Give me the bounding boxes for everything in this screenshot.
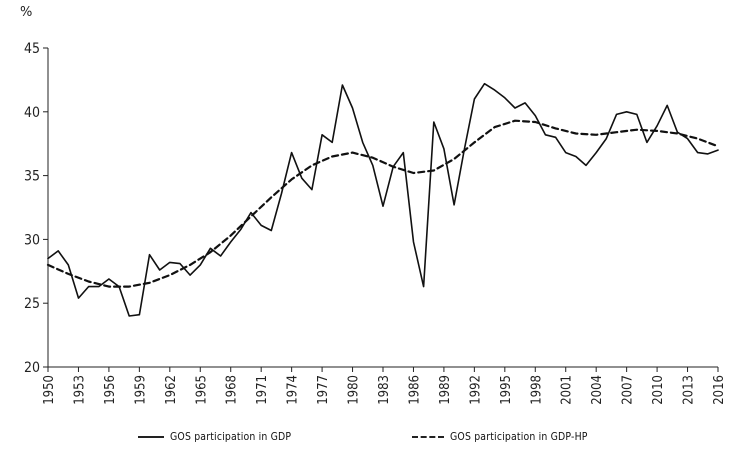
x-tick-label: 1986	[407, 375, 422, 405]
x-tick-label: 2004	[590, 375, 605, 405]
legend-item-gdp: GOS participation in GDP	[138, 430, 313, 443]
legend-label-gdp: GOS participation in GDP	[170, 430, 292, 443]
x-tick-label: 1998	[529, 375, 544, 405]
series-layer	[46, 82, 720, 317]
series-line-gdp	[47, 82, 719, 317]
x-tick-label: 1968	[225, 375, 240, 405]
x-axis: 1950 1953 1956 1959 1962 1965 1968 1971 1974 1977…	[42, 366, 727, 405]
y-tick-label: 45	[24, 41, 40, 57]
series-line-gdp-hp	[46, 119, 720, 288]
x-tick-label: 1974	[286, 375, 301, 405]
x-tick-label: 1992	[468, 375, 483, 405]
x-tick-label: 1989	[438, 375, 453, 405]
x-tick-label: 1995	[499, 375, 514, 405]
legend: GOS participation in GDP GOS participati…	[0, 430, 730, 450]
legend-swatch-dashed	[412, 435, 444, 438]
x-tick-label: 1959	[133, 375, 148, 405]
x-tick-label: 1983	[377, 375, 392, 405]
x-tick-label: 1971	[255, 375, 270, 405]
y-tick-label: 25	[24, 296, 40, 312]
x-tick-label: 1977	[316, 375, 331, 405]
x-tick-label: 1980	[347, 375, 362, 405]
y-tick-label: 35	[24, 169, 40, 185]
x-tick-label: 2001	[560, 375, 575, 405]
legend-swatch-solid	[138, 435, 164, 438]
y-tick-label: 40	[24, 105, 40, 121]
legend-label-gdp-hp: GOS participation in GDP-HP	[450, 430, 588, 443]
x-tick-label: 2013	[682, 375, 697, 405]
y-tick-label: 20	[24, 360, 40, 376]
legend-item-gdp-hp: GOS participation in GDP-HP	[412, 430, 612, 443]
x-tick-label: 2007	[621, 375, 636, 405]
y-unit-label: %	[20, 5, 32, 20]
y-tick-label: 30	[24, 232, 40, 248]
y-axis: 20 25 30 35 40 45	[24, 41, 49, 376]
x-tick-label: 1953	[72, 375, 87, 405]
x-tick-label: 1956	[103, 375, 118, 405]
x-tick-label: 1950	[42, 375, 57, 405]
x-tick-label: 2016	[712, 375, 727, 405]
x-tick-label: 1962	[164, 375, 179, 405]
x-tick-label: 2010	[651, 375, 666, 405]
x-tick-label: 1965	[194, 375, 209, 405]
